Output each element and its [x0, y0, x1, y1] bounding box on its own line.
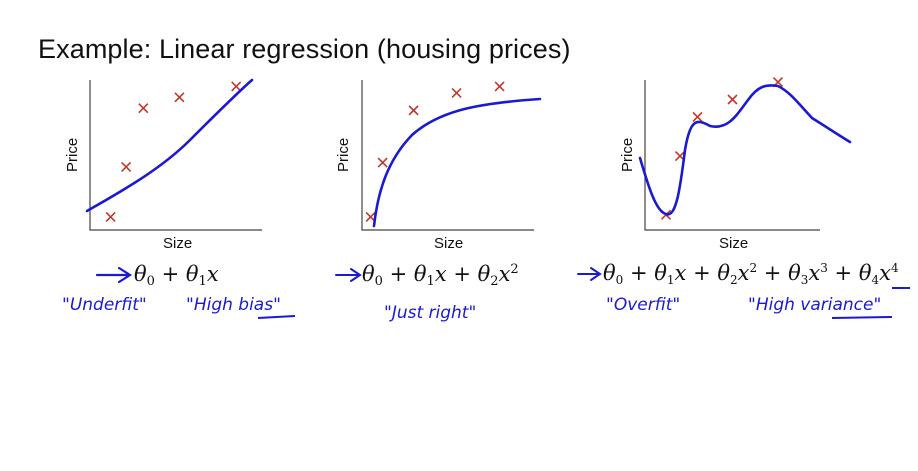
axes-3: [644, 80, 820, 231]
y-axis-label-2: Price: [335, 138, 352, 172]
fit-curve-polynomial: [638, 84, 852, 216]
data-point: [692, 111, 703, 122]
hand-arrow-3: [577, 267, 602, 281]
hand-arrow-2: [335, 268, 362, 282]
formula-1: θ0 + θ1x: [95, 262, 219, 289]
annotation-just-right: "Just right": [384, 303, 476, 323]
svg-text:θ0 + θ1x + θ2x2: θ0 + θ1x + θ2x2: [362, 262, 519, 289]
y-axis-label-1: Price: [64, 138, 81, 172]
formula-2: θ0 + θ1x + θ2x2: [335, 262, 519, 289]
underline-variance: [831, 316, 893, 319]
data-point: [231, 81, 242, 92]
data-point: [408, 105, 419, 116]
data-point: [174, 92, 185, 103]
hand-arrow-1: [95, 266, 133, 284]
svg-text:θ0 + θ1x + θ2x2 + θ3x3 + θ4x4: θ0 + θ1x + θ2x2 + θ3x3 + θ4x4: [603, 261, 899, 287]
underline-bias: [257, 315, 296, 319]
data-point: [494, 81, 505, 92]
annotation-overfit: "Overfit": [606, 295, 680, 315]
x-axis-label-2: Size: [434, 235, 463, 252]
data-point: [451, 87, 462, 99]
fit-curve-linear: [85, 78, 254, 213]
data-point: [105, 211, 116, 223]
x-axis-label-3: Size: [719, 235, 748, 252]
data-point: [138, 103, 149, 114]
data-point: [377, 157, 388, 168]
annotation-underfit: "Underfit": [62, 295, 147, 315]
data-points-2: [365, 81, 505, 223]
data-point: [121, 161, 132, 172]
data-points-3: [660, 77, 784, 220]
panel-overfit: Price Size θ0 + θ1x + θ2x2 + θ3x3 + θ4x4…: [577, 77, 910, 319]
panel-just-right: Price Size θ0 + θ1x + θ2x2 "Just right": [335, 80, 542, 323]
x-axis-label-1: Size: [163, 235, 192, 252]
data-points-1: [105, 81, 242, 223]
data-point: [727, 94, 738, 105]
y-axis-label-3: Price: [619, 138, 636, 172]
panel-underfit: Price Size θ0 + θ1x "Underfit" "High bia…: [62, 78, 296, 319]
svg-text:θ0 + θ1x: θ0 + θ1x: [134, 262, 219, 289]
annotation-high-variance: "High variance": [748, 295, 881, 315]
page-title: Example: Linear regression (housing pric…: [38, 34, 571, 64]
axes-1: [89, 80, 262, 231]
axes-2: [361, 80, 534, 231]
fit-curve-quadratic: [372, 97, 542, 228]
formula-3: θ0 + θ1x + θ2x2 + θ3x3 + θ4x4: [577, 261, 910, 289]
annotation-high-bias: "High bias": [186, 295, 281, 315]
